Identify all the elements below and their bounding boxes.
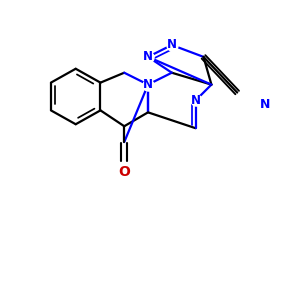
Text: N: N: [143, 50, 153, 63]
Text: N: N: [260, 98, 270, 111]
Text: O: O: [118, 165, 130, 179]
Text: N: N: [143, 78, 153, 91]
Text: O: O: [118, 165, 130, 179]
Text: N: N: [190, 94, 201, 107]
Text: N: N: [167, 38, 177, 52]
